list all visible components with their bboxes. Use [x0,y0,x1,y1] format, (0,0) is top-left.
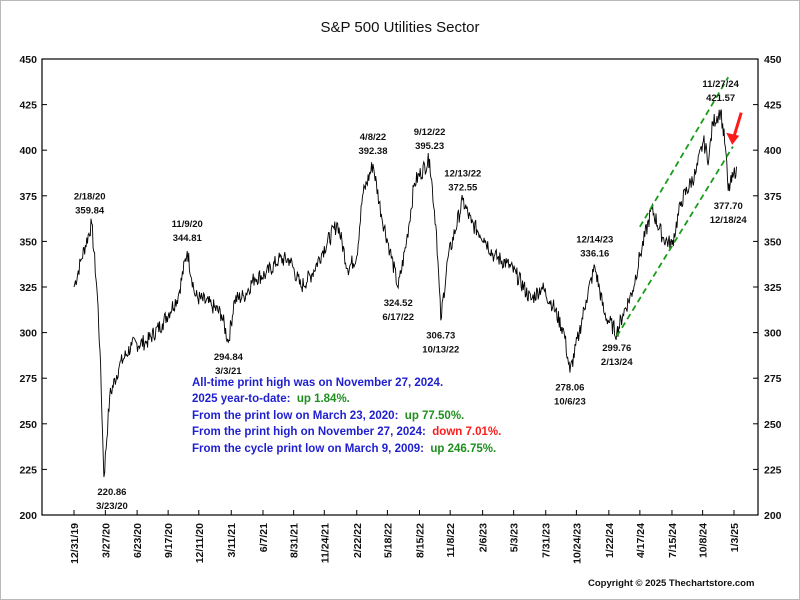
x-tick-label: 1/22/24 [604,523,616,558]
note-line-2-prefix: 2025 year-to-date: [192,393,291,406]
annotation-label: 3/3/21 [215,366,242,377]
annotation-label: 12/13/22 [444,168,481,179]
annotation-label: 294.84 [214,352,244,363]
annotation-label: 10/13/22 [422,344,459,355]
note-line-4-value: down 7.01%. [432,426,502,439]
note-line-5-prefix: From the cycle print low on March 9, 200… [192,442,424,455]
note-line-3: From the print low on March 23, 2020: up… [192,408,501,424]
note-line-2-value: up 1.84%. [296,393,350,406]
note-line-2: 2025 year-to-date: up 1.84%. [192,391,501,407]
annotation-label: 278.06 [555,383,584,394]
x-tick-label: 9/17/20 [163,523,175,558]
note-line-4: From the print high on November 27, 2024… [192,424,501,440]
x-tick-label: 6/7/21 [258,523,270,552]
x-tick-label: 7/15/24 [667,523,679,558]
x-tick-label: 3/11/21 [226,523,238,558]
x-tick-label: 2/22/22 [352,523,364,558]
y-tick-label-right: 325 [764,282,782,294]
y-tick-label-left: 450 [19,54,37,66]
y-tick-label-right: 225 [764,464,782,476]
x-tick-label: 1/3/25 [729,523,741,552]
x-tick-label: 11/24/21 [319,523,331,563]
x-tick-label: 8/15/22 [415,523,427,558]
y-tick-label-right: 200 [764,510,782,522]
annotation-label: 324.52 [384,298,413,309]
chart-title: S&P 500 Utilities Sector [320,19,480,36]
x-tick-label: 10/24/23 [571,523,583,564]
y-tick-label-left: 225 [19,464,37,476]
note-line-5-value: up 246.75%. [430,442,497,455]
annotation-label: 220.86 [97,487,126,498]
x-tick-label: 5/18/22 [382,523,394,558]
x-tick-label: 8/31/21 [289,523,301,558]
annotation-label: 11/27/24 [702,79,739,90]
annotation-label: 11/9/20 [172,219,203,230]
y-tick-label-right: 375 [764,191,782,203]
annotation-label: 421.57 [706,93,735,104]
x-tick-label: 3/27/20 [100,523,112,558]
y-tick-label-right: 275 [764,373,782,385]
note-line-4-prefix: From the print high on November 27, 2024… [192,426,426,439]
annotation-label: 2/18/20 [74,191,106,202]
x-tick-label: 10/8/24 [698,523,710,558]
x-tick-label: 12/31/19 [69,523,81,564]
y-tick-label-right: 300 [764,328,782,340]
red-arrow-head [726,132,740,145]
channel-upper-line [639,76,730,228]
x-tick-label: 6/23/20 [132,523,144,558]
x-tick-label: 2/6/23 [478,523,490,552]
annotation-label: 9/12/22 [414,127,446,138]
annotation-label: 299.76 [602,343,631,354]
y-tick-label-right: 425 [764,100,782,112]
annotation-label: 6/17/22 [382,312,414,323]
annotation-label: 306.73 [426,330,455,341]
annotation-label: 4/8/22 [360,132,386,143]
annotation-label: 359.84 [75,205,105,216]
y-tick-label-right: 400 [764,145,782,157]
annotation-label: 392.38 [358,146,387,157]
annotation-label: 12/18/24 [710,215,748,226]
annotation-label: 336.16 [580,249,609,260]
annotation-label: 12/14/23 [576,235,613,246]
y-tick-label-left: 425 [19,100,37,112]
x-tick-label: 7/31/23 [541,523,553,558]
y-tick-label-left: 275 [19,373,37,385]
annotation-label: 10/6/23 [554,397,586,408]
y-tick-label-left: 200 [19,510,37,522]
y-tick-label-right: 250 [764,419,782,431]
note-line-1: All-time print high was on November 27, … [192,375,501,391]
annotation-label: 372.55 [448,182,478,193]
y-tick-label-right: 450 [764,54,782,66]
note-line-1-text: All-time print high was on November 27, … [192,377,444,389]
channel-lower-line [616,146,734,337]
note-line-5: From the cycle print low on March 9, 200… [192,441,501,457]
annotation-label: 2/13/24 [601,357,633,368]
annotation-label: 377.70 [714,201,743,212]
red-arrow-shaft [732,112,743,137]
y-tick-label-left: 325 [19,282,37,294]
y-tick-label-right: 350 [764,236,782,248]
y-tick-label-left: 350 [19,236,37,248]
y-tick-label-left: 300 [19,328,37,340]
x-tick-label: 4/17/24 [635,523,647,558]
annotation-label: 344.81 [173,233,203,244]
note-line-3-value: up 77.50%. [404,409,465,422]
note-line-3-prefix: From the print low on March 23, 2020: [192,409,399,422]
notes-box: All-time print high was on November 27, … [192,375,501,457]
y-tick-label-left: 400 [19,145,37,157]
price-line [73,109,737,478]
y-tick-label-left: 375 [19,191,37,203]
copyright-text: Copyright © 2025 Thechartstore.com [588,578,755,589]
x-tick-label: 11/8/22 [445,523,457,558]
annotation-label: 395.23 [415,141,444,152]
annotation-label: 3/23/20 [96,501,128,512]
x-tick-label: 12/11/20 [194,523,206,563]
y-tick-label-left: 250 [19,419,37,431]
x-tick-label: 5/3/23 [509,523,521,552]
